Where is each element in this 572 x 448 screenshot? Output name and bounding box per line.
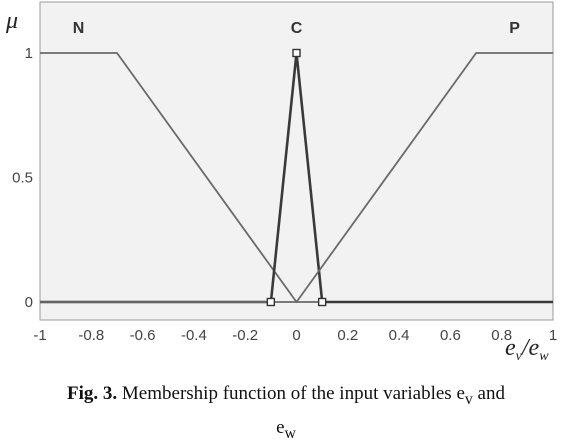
series-line-p bbox=[40, 52, 553, 303]
caption-label: Fig. 3. bbox=[67, 383, 118, 404]
c-marker bbox=[317, 297, 327, 307]
y-tick-label: 1 bbox=[25, 45, 33, 62]
x-tick-label: -0.2 bbox=[232, 327, 258, 344]
x-tick-label: -0.8 bbox=[78, 327, 104, 344]
caption-sub-w: w bbox=[284, 424, 296, 442]
mf-label-p: P bbox=[509, 20, 520, 37]
caption-line2: e bbox=[276, 416, 285, 438]
x-tick-label: -1 bbox=[33, 327, 46, 344]
x-tick-label: -0.4 bbox=[181, 327, 207, 344]
caption-sub-v: v bbox=[464, 390, 473, 408]
x-tick-label: 0.2 bbox=[337, 327, 358, 344]
membership-function-chart: 00.51 -1 -0.8 -0.6 -0.4 -0.2 0 0.2 0.4 0.6 0.8 1 N… bbox=[5, 1, 557, 364]
x-tick-label: 0 bbox=[292, 327, 300, 344]
caption-mid: and bbox=[472, 383, 505, 404]
c-marker bbox=[292, 48, 301, 58]
x-tick-label: 0.6 bbox=[440, 327, 461, 344]
x-tick-label: 1 bbox=[549, 327, 557, 344]
y-tick-labels: 00.51 bbox=[12, 45, 33, 311]
x-tick-label: 0.8 bbox=[491, 327, 512, 344]
caption-text: Membership function of the input variabl… bbox=[117, 383, 465, 404]
x-axis-label: ev/ew bbox=[505, 335, 549, 364]
mf-label-n: N bbox=[73, 20, 85, 37]
y-tick-label: 0.5 bbox=[12, 170, 33, 187]
y-tick-label: 0 bbox=[25, 294, 33, 311]
c-marker bbox=[266, 297, 276, 307]
y-axis-label: μ bbox=[5, 8, 18, 34]
x-tick-label: -0.6 bbox=[130, 327, 156, 344]
c-markers bbox=[266, 48, 327, 307]
x-tick-labels: -1 -0.8 -0.6 -0.4 -0.2 0 0.2 0.4 0.6 0.8 1 bbox=[33, 327, 557, 344]
x-tick-label: 0.4 bbox=[389, 327, 410, 344]
figure-caption: Fig. 3. Membership function of the input… bbox=[0, 380, 572, 448]
mf-label-c: C bbox=[291, 20, 303, 37]
